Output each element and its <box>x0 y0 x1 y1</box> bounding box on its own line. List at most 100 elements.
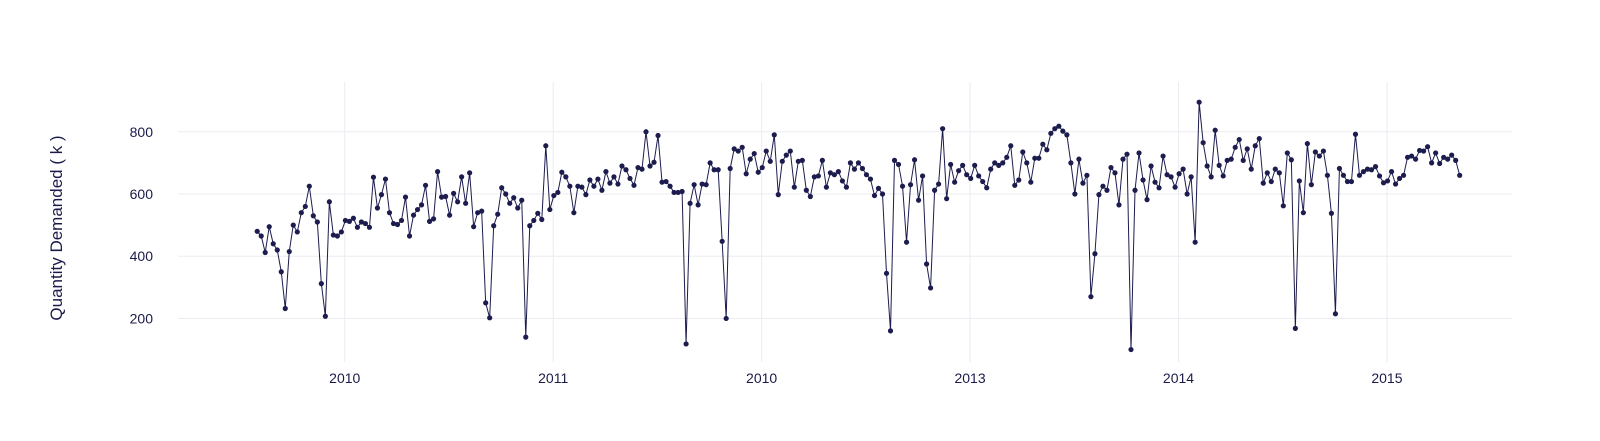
data-point <box>835 169 842 175</box>
y-tick-label: 800 <box>130 124 154 140</box>
data-point <box>467 170 473 176</box>
data-point <box>635 164 641 171</box>
data-point <box>543 143 549 149</box>
data-point <box>1124 151 1130 157</box>
data-point <box>823 184 829 190</box>
data-point <box>1364 166 1371 172</box>
data-point <box>607 180 613 186</box>
data-point <box>755 169 761 175</box>
data-point <box>1360 169 1367 175</box>
data-point <box>583 192 589 198</box>
data-point <box>1284 150 1290 156</box>
data-point <box>386 210 393 216</box>
data-point <box>839 178 846 184</box>
data-point <box>459 174 465 180</box>
data-point <box>1304 141 1310 147</box>
data-point <box>767 158 773 164</box>
data-point <box>1144 197 1150 203</box>
data-point <box>406 233 413 239</box>
data-point <box>619 163 625 169</box>
y-axis-title: Quantity Demanded ( k ) <box>47 135 66 320</box>
data-point <box>944 196 950 202</box>
data-point <box>575 183 581 189</box>
data-point <box>595 176 601 182</box>
data-point <box>1160 153 1166 159</box>
data-point <box>615 181 621 187</box>
data-point <box>551 192 557 199</box>
data-point <box>1184 191 1190 197</box>
x-tick-label: 2010 <box>746 370 777 386</box>
data-point <box>1224 157 1230 163</box>
data-point <box>1012 182 1018 188</box>
data-point <box>1372 164 1379 170</box>
data-point <box>1004 154 1010 160</box>
data-point <box>895 161 902 168</box>
data-point <box>455 199 461 205</box>
data-point <box>1344 178 1351 185</box>
data-point <box>1108 164 1114 171</box>
data-point <box>1400 172 1407 178</box>
data-point <box>799 157 805 163</box>
data-point <box>1040 141 1046 147</box>
data-point <box>1068 160 1074 166</box>
plot-area <box>254 99 1463 353</box>
data-point <box>422 182 429 188</box>
data-point <box>815 173 821 179</box>
data-point <box>1000 160 1006 166</box>
data-point <box>1256 136 1262 142</box>
data-point <box>747 156 753 162</box>
data-point <box>1376 173 1383 179</box>
data-point <box>667 183 673 189</box>
data-point <box>1352 131 1359 137</box>
data-point <box>314 219 320 225</box>
data-point <box>1288 157 1294 163</box>
data-point <box>587 177 593 183</box>
data-point <box>819 157 825 163</box>
y-tick-label: 200 <box>130 310 154 326</box>
data-point <box>1156 185 1162 191</box>
data-point <box>310 213 316 219</box>
data-point <box>1216 162 1222 168</box>
data-point <box>358 219 365 225</box>
data-point <box>1152 179 1158 185</box>
data-point <box>867 176 874 182</box>
data-point <box>1136 150 1142 156</box>
data-point <box>703 182 709 188</box>
data-point <box>879 191 886 197</box>
data-point <box>899 183 906 189</box>
data-point <box>1204 163 1210 169</box>
data-point <box>811 174 817 180</box>
data-point <box>923 261 930 267</box>
data-point <box>1429 160 1435 166</box>
data-point <box>547 206 553 213</box>
data-point <box>1064 132 1070 138</box>
data-point <box>699 181 705 187</box>
x-tick-label: 2015 <box>1371 370 1402 386</box>
data-point <box>334 233 340 239</box>
data-point <box>603 169 609 175</box>
x-tick-label: 2014 <box>1163 370 1194 386</box>
data-point <box>1180 166 1186 172</box>
data-point <box>571 210 577 216</box>
data-point <box>1268 178 1274 185</box>
data-point <box>927 285 934 291</box>
data-point <box>859 165 866 172</box>
data-point <box>1408 153 1415 159</box>
data-point <box>1096 192 1102 198</box>
y-tick-label: 400 <box>130 248 154 264</box>
data-point <box>972 162 978 168</box>
data-point <box>1332 311 1339 317</box>
data-point <box>988 166 994 172</box>
data-point <box>1036 155 1042 161</box>
data-point <box>354 224 361 230</box>
data-point <box>1449 152 1455 158</box>
data-point <box>952 179 958 185</box>
data-point <box>350 215 356 221</box>
data-point <box>727 165 733 172</box>
data-point <box>1188 174 1194 180</box>
data-point <box>1380 180 1387 186</box>
data-point <box>960 162 966 168</box>
data-point <box>266 224 272 230</box>
data-point <box>262 249 268 256</box>
